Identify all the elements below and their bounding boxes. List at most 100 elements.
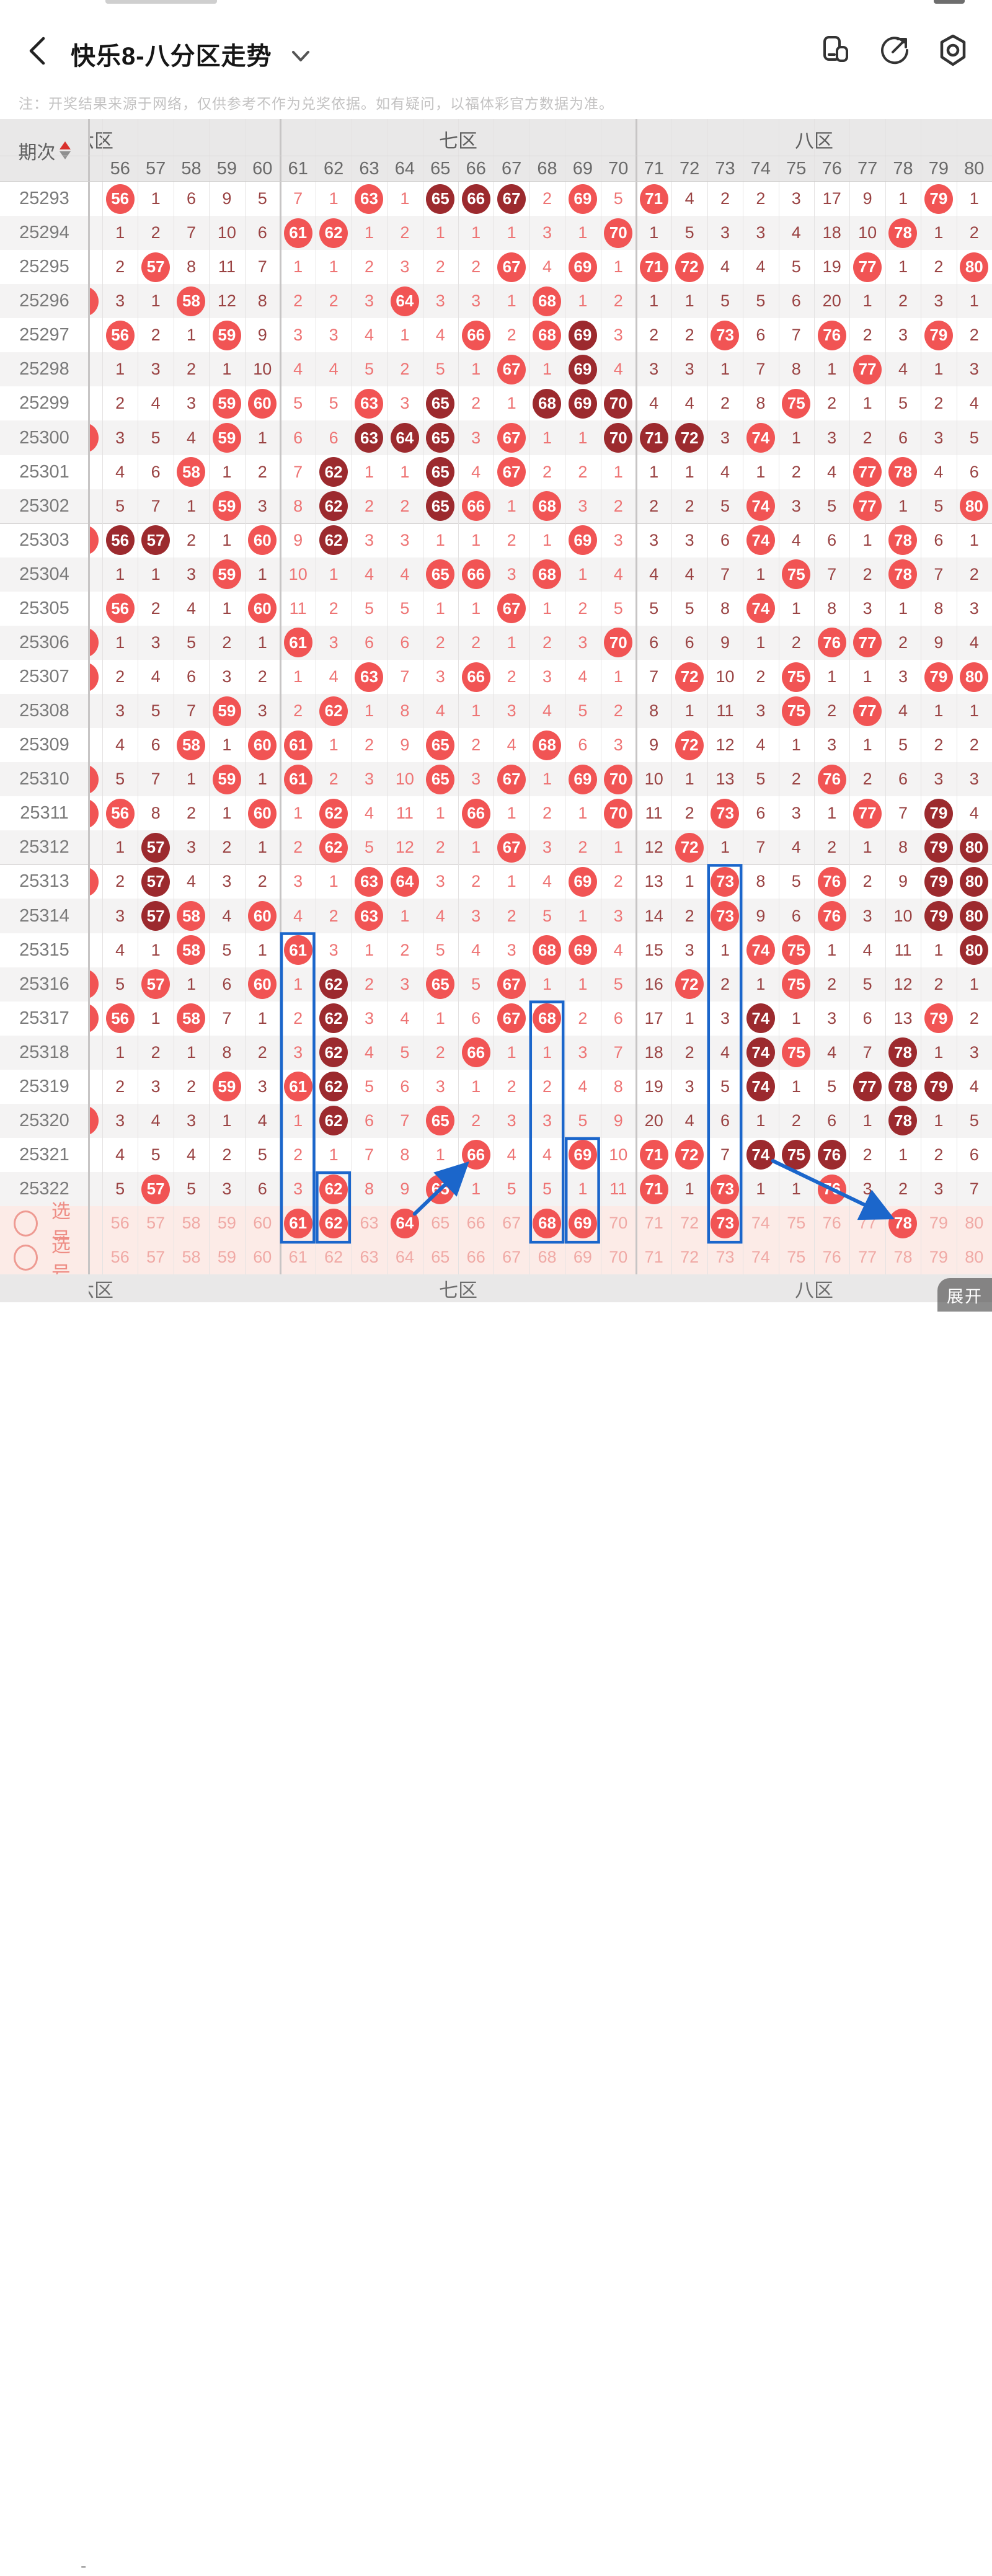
miss-count-61: 1 (293, 257, 303, 277)
selectable-number-80[interactable]: 80 (965, 1214, 984, 1233)
selectable-number-77[interactable]: 77 (858, 1214, 877, 1233)
miss-count-79: 1 (934, 1042, 944, 1062)
selectable-number-74[interactable]: 74 (751, 1248, 770, 1267)
selectable-number-72[interactable]: 72 (680, 1214, 699, 1233)
selectable-number-61[interactable]: 61 (280, 1206, 316, 1240)
drawn-ball-69: 69 (565, 352, 600, 386)
drawn-ball-59: 59 (209, 762, 244, 796)
miss-count-77: 1 (862, 667, 872, 686)
selectable-number-69[interactable]: 69 (565, 1206, 600, 1240)
miss-count-73: 11 (716, 701, 734, 721)
expand-button[interactable]: 展开 (937, 1278, 992, 1312)
selectable-number-67[interactable]: 67 (502, 1248, 521, 1267)
selectable-number-59[interactable]: 59 (217, 1248, 236, 1267)
selectable-number-77[interactable]: 77 (858, 1248, 877, 1267)
selectable-number-58[interactable]: 58 (182, 1214, 201, 1233)
miss-count-68: 2 (542, 633, 552, 652)
miss-count-60: 3 (257, 701, 267, 721)
selectable-number-56[interactable]: 56 (110, 1248, 130, 1267)
selectable-number-61[interactable]: 61 (288, 1248, 308, 1267)
selectable-number-80[interactable]: 80 (965, 1248, 984, 1267)
selectable-number-68[interactable]: 68 (529, 1206, 565, 1240)
miss-count-77: 3 (862, 906, 872, 925)
miss-count-73: 10 (715, 667, 735, 686)
miss-count-61: 1 (293, 804, 303, 823)
share-icon[interactable] (875, 31, 914, 69)
miss-count-73: 1 (720, 838, 730, 857)
selectable-number-56[interactable]: 56 (110, 1214, 130, 1233)
selectable-number-64[interactable]: 64 (395, 1248, 414, 1267)
selectable-number-79[interactable]: 79 (929, 1248, 948, 1267)
miss-count-80: 4 (969, 394, 979, 413)
settings-icon[interactable] (934, 31, 972, 69)
sort-up-icon (59, 141, 71, 149)
drawn-ball-79: 79 (921, 1070, 956, 1104)
miss-count-78: 3 (898, 667, 908, 686)
select-circle-icon[interactable] (14, 1244, 38, 1271)
selectable-number-65[interactable]: 65 (431, 1214, 450, 1233)
selectable-number-73[interactable]: 73 (715, 1248, 735, 1267)
drawn-ball-71: 71 (636, 1172, 671, 1206)
miss-count-76: 3 (827, 428, 837, 447)
selectable-number-71[interactable]: 71 (644, 1214, 663, 1233)
selectable-number-74[interactable]: 74 (751, 1214, 770, 1233)
floating-window-icon[interactable] (817, 31, 856, 69)
selectable-number-65[interactable]: 65 (431, 1248, 450, 1267)
chevron-down-icon[interactable] (290, 50, 311, 66)
miss-count-79: 5 (934, 496, 944, 515)
selectable-number-66[interactable]: 66 (466, 1248, 485, 1267)
miss-count-73: 13 (715, 770, 735, 789)
selectable-number-75[interactable]: 75 (787, 1214, 806, 1233)
selectable-number-63[interactable]: 63 (360, 1248, 379, 1267)
drawn-ball-62: 62 (316, 1002, 351, 1036)
miss-count-63: 5 (364, 598, 374, 618)
miss-count-60: 6 (257, 1179, 267, 1199)
back-button[interactable] (25, 35, 52, 67)
selectable-number-57[interactable]: 57 (146, 1248, 166, 1267)
miss-count-67: 1 (507, 804, 516, 823)
selectable-number-60[interactable]: 60 (253, 1248, 272, 1267)
selectable-number-66[interactable]: 66 (466, 1214, 485, 1233)
table-row-25301: 25301 4 6 58 1 2 7 62 1 1 65 4 67 2 2 1 1 1 4 1 2 4 77 78 4 6 (0, 455, 992, 489)
miss-count-60: 3 (257, 496, 267, 515)
select-circle-icon[interactable] (14, 1210, 38, 1237)
miss-count-72: 1 (684, 770, 694, 789)
selectable-number-62[interactable]: 62 (316, 1206, 351, 1240)
selectable-number-67[interactable]: 67 (502, 1214, 521, 1233)
selectable-number-70[interactable]: 70 (609, 1248, 628, 1267)
period-label: 25303 (19, 530, 69, 550)
miss-count-71: 2 (649, 326, 659, 345)
period-sort-header[interactable]: 期次 (0, 119, 89, 182)
drawn-ball-71: 71 (636, 182, 671, 216)
selectable-number-76[interactable]: 76 (822, 1214, 841, 1233)
selectable-number-71[interactable]: 71 (644, 1248, 663, 1267)
selectable-number-63[interactable]: 63 (360, 1214, 379, 1233)
selectable-number-64[interactable]: 64 (387, 1206, 422, 1240)
miss-count-66: 6 (471, 1008, 481, 1028)
selectable-number-60[interactable]: 60 (253, 1214, 272, 1233)
selectable-number-62[interactable]: 62 (324, 1248, 343, 1267)
selectable-number-78[interactable]: 78 (893, 1248, 913, 1267)
selectable-number-72[interactable]: 72 (680, 1248, 699, 1267)
drawn-ball-64: 64 (387, 420, 422, 455)
selectable-number-68[interactable]: 68 (538, 1248, 557, 1267)
miss-count-64: 9 (400, 735, 410, 755)
miss-count-78: 8 (898, 838, 908, 857)
selectable-number-76[interactable]: 76 (822, 1248, 841, 1267)
drawn-ball-67: 67 (494, 830, 529, 864)
period-label: 25296 (19, 291, 69, 311)
selectable-number-59[interactable]: 59 (217, 1214, 236, 1233)
miss-count-79: 7 (934, 564, 944, 584)
selectable-number-79[interactable]: 79 (929, 1214, 948, 1233)
miss-count-79: 1 (934, 701, 944, 721)
selectable-number-73[interactable]: 73 (707, 1206, 743, 1240)
selectable-number-57[interactable]: 57 (146, 1214, 166, 1233)
miss-count-65: 2 (435, 838, 445, 857)
drawn-ball-62: 62 (316, 967, 351, 1002)
selectable-number-69[interactable]: 69 (573, 1248, 592, 1267)
selectable-number-70[interactable]: 70 (609, 1214, 628, 1233)
miss-count-69: 1 (578, 974, 588, 993)
selectable-number-75[interactable]: 75 (787, 1248, 806, 1267)
selectable-number-78[interactable]: 78 (885, 1206, 921, 1240)
selectable-number-58[interactable]: 58 (182, 1248, 201, 1267)
